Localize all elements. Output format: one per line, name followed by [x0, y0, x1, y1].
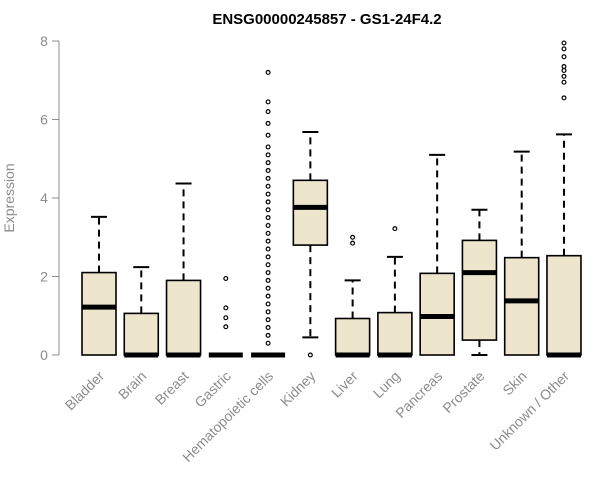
outlier-point: [265, 109, 271, 115]
box-group: [377, 226, 413, 358]
outlier-point: [265, 132, 271, 138]
box-group: [208, 275, 243, 358]
y-tick-label: 8: [40, 33, 48, 49]
outlier-point: [265, 340, 271, 346]
outlier-point: [561, 95, 567, 101]
outlier-point: [561, 54, 567, 60]
outlier-point: [265, 69, 271, 75]
outlier-point: [223, 305, 229, 311]
x-tick-label: Bladder: [62, 368, 108, 414]
outlier-point: [265, 293, 271, 299]
box-body: [461, 239, 498, 341]
box-body: [123, 312, 160, 356]
box-group: [123, 266, 160, 358]
box-group: [503, 150, 540, 356]
x-tick-label: Breast: [152, 368, 192, 408]
boxes: [81, 40, 582, 358]
outlier-point: [265, 222, 271, 228]
outlier-point: [265, 199, 271, 205]
box-group: [292, 131, 329, 358]
outlier-point: [561, 64, 567, 70]
box-group: [81, 215, 117, 356]
y-axis: 0 2 4 6 8: [40, 33, 60, 363]
outlier-point: [265, 168, 271, 174]
box-body: [546, 254, 582, 356]
outlier-point: [265, 215, 271, 221]
outlier-point: [265, 238, 271, 244]
outlier-point: [265, 317, 271, 323]
outlier-point: [265, 246, 271, 252]
outlier-point: [265, 230, 271, 236]
outlier-point: [350, 234, 356, 240]
outlier-point: [265, 325, 271, 331]
outlier-point: [265, 175, 271, 181]
outlier-point: [265, 120, 271, 126]
outlier-point: [561, 67, 567, 73]
x-tick-label: Kidney: [277, 368, 319, 410]
box-group: [334, 234, 371, 358]
box-body: [503, 256, 540, 356]
y-tick-label: 2: [40, 269, 48, 285]
outlier-point: [307, 352, 313, 358]
outlier-point: [561, 40, 567, 46]
y-tick-label: 4: [40, 190, 48, 206]
y-tick-label: 0: [40, 347, 48, 363]
x-tick-label: Lung: [370, 368, 403, 401]
outlier-point: [265, 152, 271, 158]
x-tick-label: Skin: [499, 368, 530, 399]
outlier-point: [265, 309, 271, 315]
outlier-point: [223, 324, 229, 330]
box-body: [165, 279, 202, 356]
outlier-point: [265, 277, 271, 283]
outlier-point: [265, 270, 271, 276]
outlier-point: [265, 160, 271, 166]
x-tick-label: Brain: [115, 368, 149, 402]
y-axis-label: Expression: [1, 163, 17, 232]
outlier-point: [265, 183, 271, 189]
outlier-point: [265, 332, 271, 338]
outlier-point: [265, 262, 271, 268]
box-body: [81, 271, 117, 356]
box-group: [419, 153, 455, 356]
y-tick-label: 6: [40, 112, 48, 128]
box-group: [546, 40, 582, 358]
box-group: [461, 208, 498, 356]
outlier-point: [265, 254, 271, 260]
outlier-point: [561, 73, 567, 79]
outlier-point: [392, 226, 398, 232]
box-group: [165, 182, 202, 358]
outlier-point: [265, 191, 271, 197]
outlier-point: [223, 275, 229, 281]
outlier-point: [561, 79, 567, 85]
x-tick-label: Liver: [328, 368, 361, 401]
x-tick-label: Prostate: [439, 368, 487, 416]
outlier-point: [265, 144, 271, 150]
box-group: [251, 69, 286, 358]
outlier-point: [265, 99, 271, 105]
x-tick-label: Pancreas: [392, 368, 445, 421]
outlier-point: [265, 285, 271, 291]
outlier-point: [223, 315, 229, 321]
outlier-point: [350, 240, 356, 246]
outlier-point: [265, 301, 271, 307]
box-body: [377, 311, 413, 356]
outlier-point: [265, 207, 271, 213]
box-body: [334, 317, 371, 356]
outlier-point: [561, 46, 567, 52]
x-tick-label: Unknown / Other: [486, 368, 572, 454]
chart-title: ENSG00000245857 - GS1-24F4.2: [212, 11, 441, 28]
box-body: [292, 179, 329, 246]
